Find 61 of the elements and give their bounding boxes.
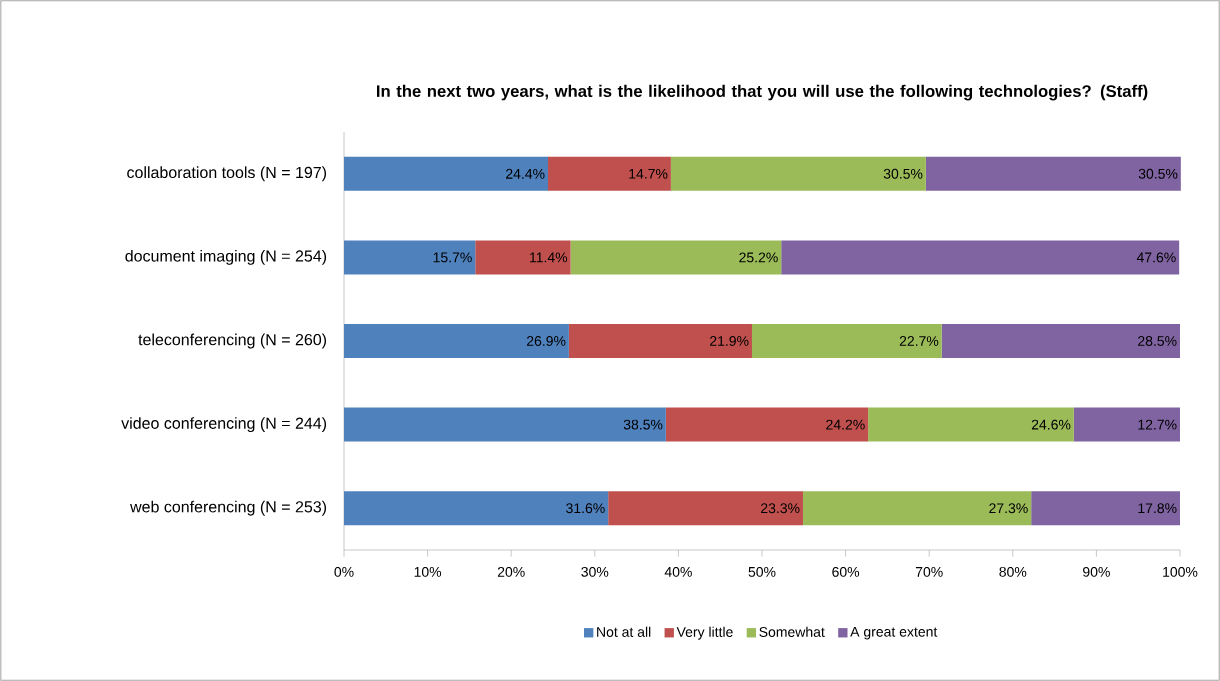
bar xyxy=(608,491,803,526)
y-tick-label: document imaging (N = 254) xyxy=(125,249,327,265)
bar xyxy=(670,156,926,191)
bar xyxy=(665,407,869,442)
bar xyxy=(941,323,1180,358)
bar xyxy=(802,491,1032,526)
data-label: 38.5% xyxy=(623,419,663,430)
bar xyxy=(925,156,1181,191)
data-label: 25.2% xyxy=(739,252,778,263)
chart-title: In the next two years, what is the likelihood that you will use the following technologies? (Staff) xyxy=(376,84,1148,101)
x-tick-label: 90% xyxy=(1083,566,1110,577)
x-tick-label: 60% xyxy=(832,566,860,577)
legend-label: Not at all xyxy=(597,626,651,637)
data-label: 22.7% xyxy=(899,336,939,346)
x-tick-label: 0% xyxy=(334,566,354,577)
data-label: 47.6% xyxy=(1136,252,1176,263)
x-tick-label: 20% xyxy=(497,566,525,577)
data-label: 21.9% xyxy=(710,336,749,346)
bar xyxy=(1031,491,1180,526)
legend-label: Somewhat xyxy=(759,626,825,637)
data-label: 24.4% xyxy=(506,168,545,179)
data-label: 30.5% xyxy=(883,168,923,179)
legend-label: Very little xyxy=(676,626,733,640)
x-tick-label: 10% xyxy=(414,566,442,577)
x-tick-label: 70% xyxy=(915,566,943,577)
data-label: 24.6% xyxy=(1031,419,1071,430)
data-label: 15.7% xyxy=(433,252,472,263)
bar xyxy=(344,240,476,275)
data-label: 26.9% xyxy=(526,336,566,346)
x-tick-label: 50% xyxy=(748,566,776,577)
data-label: 14.7% xyxy=(629,168,668,179)
bar xyxy=(570,240,782,275)
x-tick-label: 30% xyxy=(581,566,609,577)
x-tick-label: 100% xyxy=(1163,566,1198,577)
x-tick-label: 40% xyxy=(664,566,692,577)
bar xyxy=(344,407,666,442)
y-tick-label: video conferencing (N = 244) xyxy=(121,417,327,433)
bar xyxy=(751,323,942,358)
data-label: 31.6% xyxy=(566,503,605,514)
bar xyxy=(475,240,571,275)
data-label: 30.5% xyxy=(1138,168,1178,179)
data-label: 27.3% xyxy=(989,503,1028,514)
y-tick-label: teleconferencing (N = 260) xyxy=(138,333,327,349)
data-label: 11.4% xyxy=(530,252,568,263)
bar xyxy=(344,156,548,191)
y-tick-label: collaboration tools (N = 197) xyxy=(127,166,327,182)
data-label: 23.3% xyxy=(761,503,800,514)
data-label: 24.2% xyxy=(826,419,865,430)
data-label: 28.5% xyxy=(1138,336,1177,346)
bar xyxy=(1073,407,1180,442)
bar xyxy=(868,407,1074,442)
bar xyxy=(547,156,671,191)
bar xyxy=(344,491,609,526)
bar xyxy=(344,323,569,358)
data-label: 17.8% xyxy=(1138,503,1177,514)
data-label: 12.7% xyxy=(1138,419,1177,430)
bar xyxy=(568,323,752,358)
legend-label: A great extent xyxy=(850,626,938,640)
y-tick-label: web conferencing (N = 253) xyxy=(130,500,327,516)
bar xyxy=(781,240,1180,275)
x-tick-label: 80% xyxy=(999,566,1027,577)
